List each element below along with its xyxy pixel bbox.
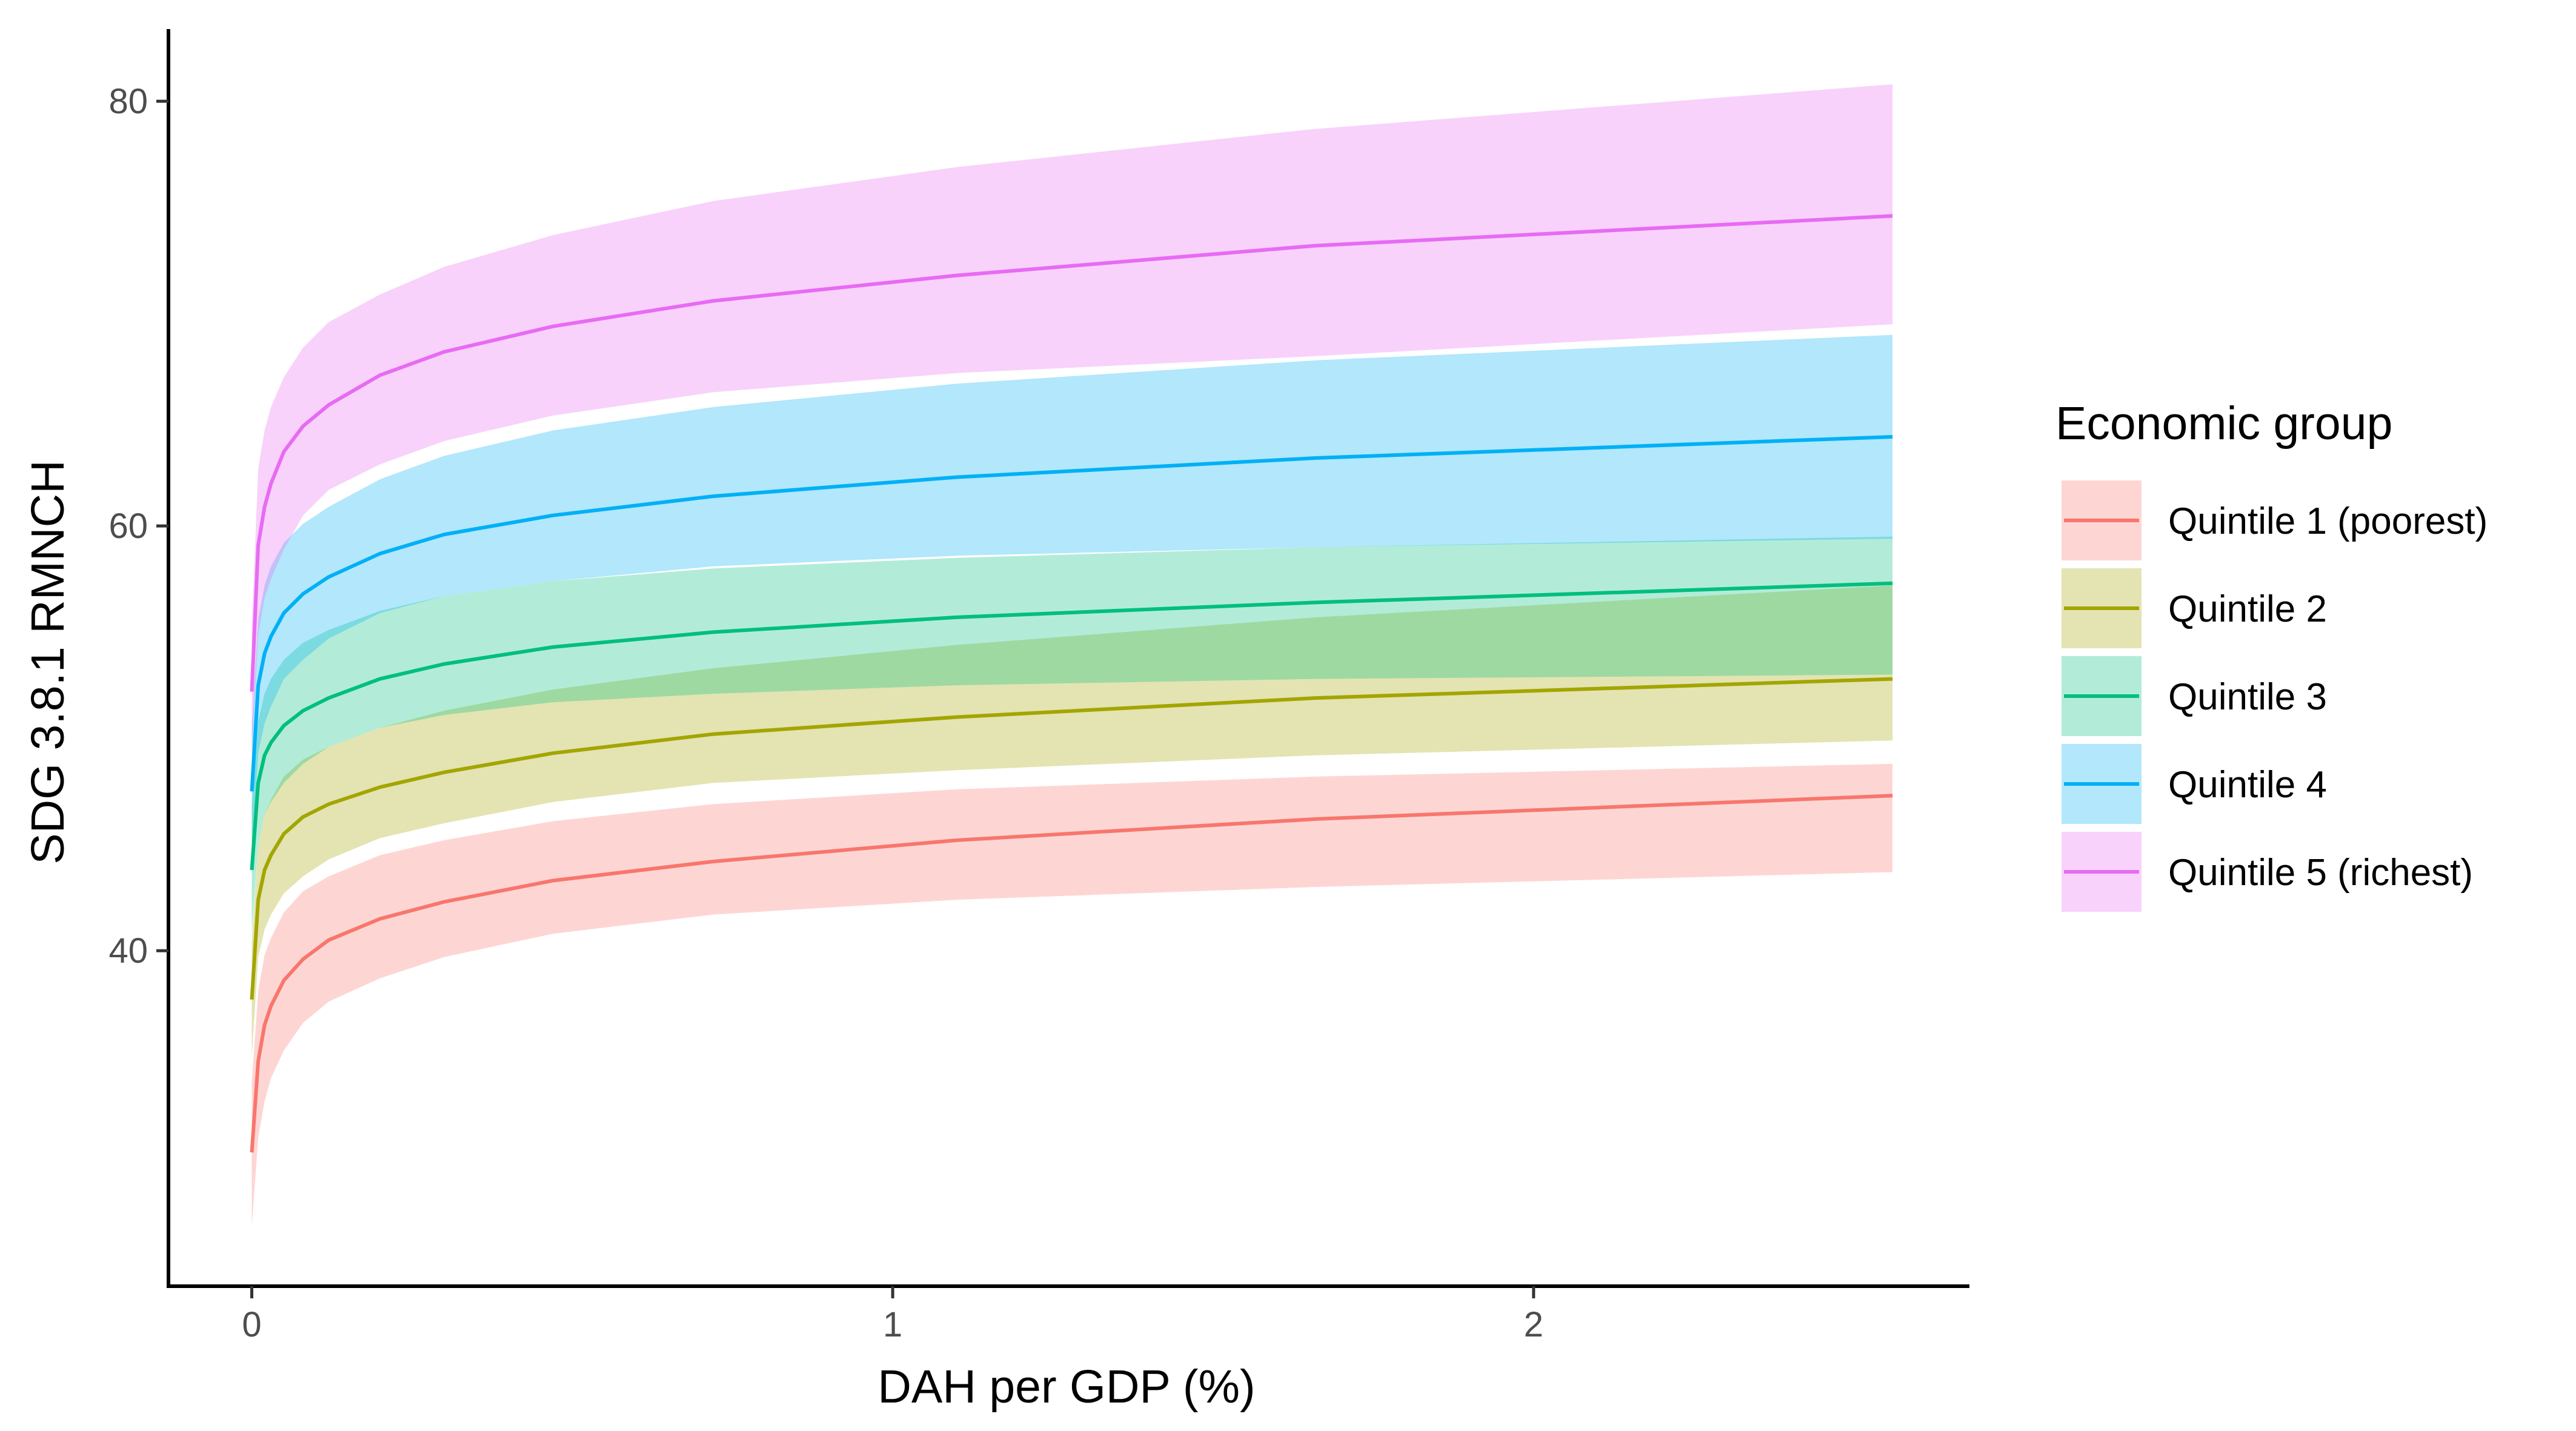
legend-item-quintile-3: Quintile 3	[2062, 656, 2327, 736]
y-tick-label: 60	[108, 506, 148, 546]
legend-item-quintile-4: Quintile 4	[2062, 744, 2327, 824]
axes	[167, 29, 1969, 1288]
band-quintile-2	[251, 585, 1893, 1057]
series-lines	[250, 214, 1893, 1153]
band-quintile-4	[251, 334, 1893, 855]
x-axis-title: DAH per GDP (%)	[877, 1361, 1255, 1413]
y-tick-label: 80	[108, 82, 148, 121]
legend-label: Quintile 5 (richest)	[2168, 852, 2473, 894]
legend-item-quintile-5-richest: Quintile 5 (richest)	[2062, 832, 2473, 912]
legend-title: Economic group	[2055, 397, 2392, 450]
band-quintile-5-richest	[251, 84, 1893, 754]
legend-items: Quintile 1 (poorest) Quintile 2 Quintile 3…	[2062, 480, 2488, 912]
y-axis-title: SDG 3.8.1 RMNCH	[22, 460, 74, 864]
x-tick-label: 1	[883, 1305, 902, 1344]
legend-item-quintile-1-poorest: Quintile 1 (poorest)	[2062, 480, 2488, 560]
line-quintile-4	[250, 435, 1893, 792]
line-quintile-3	[250, 581, 1893, 871]
line-quintile-1-poorest	[250, 794, 1893, 1153]
legend-label: Quintile 1 (poorest)	[2168, 500, 2488, 542]
x-axis-ticks: 0 1 2	[242, 1286, 1543, 1344]
legend-label: Quintile 4	[2168, 764, 2327, 806]
x-tick-label: 0	[242, 1305, 261, 1344]
line-quintile-5-richest	[250, 214, 1893, 692]
y-tick-label: 40	[108, 931, 148, 971]
band-quintile-1-poorest	[251, 763, 1893, 1227]
line-quintile-2	[250, 677, 1893, 1000]
y-axis-ticks: 40 60 80	[108, 82, 168, 971]
legend-label: Quintile 2	[2168, 588, 2327, 630]
legend: Economic group Quintile 1 (poorest)Quint…	[2055, 397, 2488, 912]
legend-item-quintile-2: Quintile 2	[2062, 568, 2327, 648]
legend-label: Quintile 3	[2168, 676, 2327, 718]
x-tick-label: 2	[1524, 1305, 1543, 1344]
